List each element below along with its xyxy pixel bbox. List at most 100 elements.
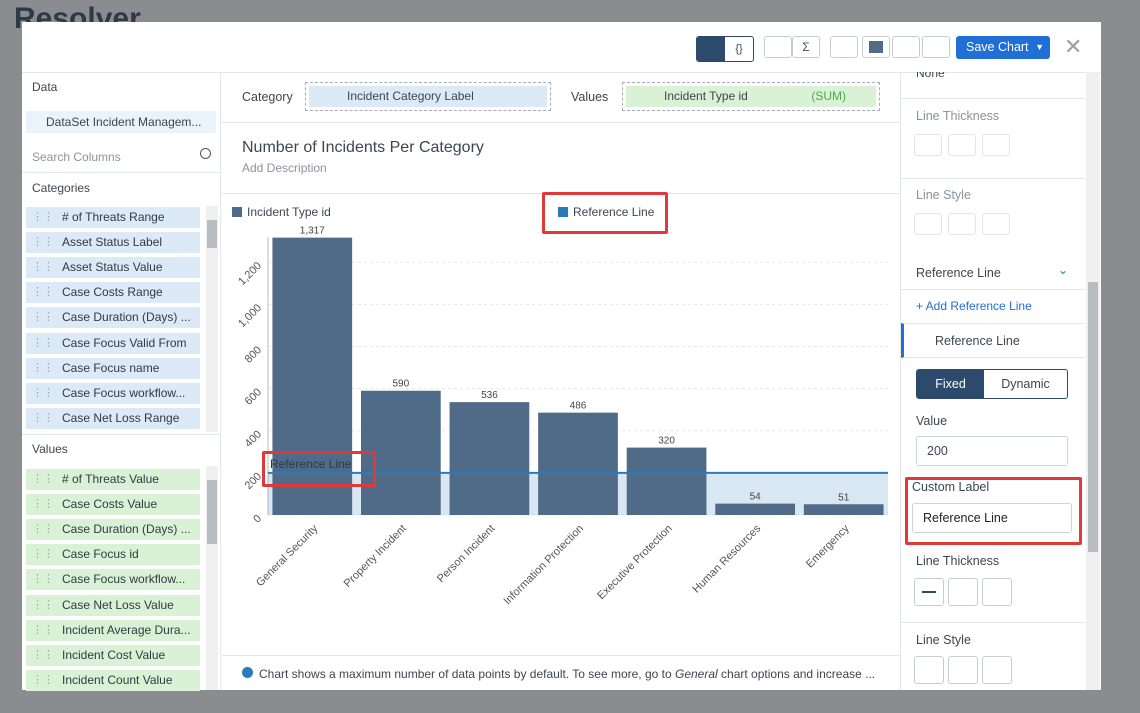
column-item[interactable]: ⋮⋮ # of Threats Range [26, 207, 200, 228]
mode-toggle[interactable]: {} [696, 36, 754, 62]
legend-label: Reference Line [573, 205, 655, 219]
column-item[interactable]: ⋮⋮ Case Duration (Days) ... [26, 307, 200, 329]
ref-item-label: Reference Line [935, 334, 1020, 348]
info-icon [242, 667, 253, 678]
legend-swatch [558, 207, 568, 217]
search-icon [200, 148, 211, 159]
dropdown-value: None [916, 72, 945, 80]
x-tick-label: Information Protection [502, 523, 587, 608]
column-item[interactable]: ⋮⋮ Case Net Loss Range [26, 407, 200, 429]
value-label: 51 [838, 492, 850, 503]
y-tick-label: 0 [251, 513, 264, 526]
column-item[interactable]: ⋮⋮ # of Threats Value [26, 469, 200, 490]
tool-button[interactable] [830, 36, 858, 58]
bar [449, 402, 530, 515]
column-name: Case Focus id [62, 547, 139, 562]
scrollbar[interactable] [1086, 72, 1100, 690]
ref-heading[interactable]: Reference Line [916, 266, 1001, 280]
tool-button[interactable]: Σ [792, 36, 820, 58]
x-tick-label: Human Resources [690, 522, 763, 595]
column-item[interactable]: ⋮⋮ Case Focus name [26, 357, 200, 379]
value-input[interactable]: 200 [916, 436, 1068, 466]
style-option[interactable] [982, 213, 1010, 235]
dropdown[interactable]: None [916, 72, 1068, 86]
thickness-option[interactable] [948, 578, 978, 606]
column-name: Case Focus workflow... [62, 385, 186, 400]
style-option[interactable] [948, 213, 976, 235]
column-item[interactable]: ⋮⋮ Incident Cost Value [26, 644, 200, 666]
category-label: Category [242, 90, 293, 104]
thickness-option[interactable] [982, 578, 1012, 606]
tool-button[interactable] [922, 36, 950, 58]
dynamic-button[interactable]: Dynamic [1001, 377, 1050, 391]
close-button[interactable]: ✕ [1064, 34, 1083, 59]
value-label: 1,317 [300, 226, 325, 237]
search-input[interactable]: Search Columns [32, 150, 121, 164]
column-name: Incident Average Dura... [62, 622, 191, 637]
bar [272, 237, 353, 515]
chart-title: Number of Incidents Per Category [242, 139, 484, 156]
column-item[interactable]: ⋮⋮ Asset Status Label [26, 232, 200, 254]
style-option[interactable] [914, 213, 942, 235]
column-item[interactable]: ⋮⋮ Case Focus id [26, 544, 200, 566]
y-tick-label: 400 [243, 428, 264, 449]
add-reference-line[interactable]: + Add Reference Line [916, 299, 1032, 313]
section-label: Line Style [916, 633, 971, 647]
y-tick-label: 1,200 [236, 260, 264, 288]
column-item[interactable]: ⋮⋮ Incident Count Value [26, 669, 200, 691]
fixed-button[interactable]: Fixed [917, 370, 984, 398]
column-item[interactable]: ⋮⋮ Case Costs Range [26, 282, 200, 304]
column-name: # of Threats Range [62, 210, 165, 224]
style-option[interactable] [982, 656, 1012, 684]
chart-description[interactable]: Add Description [242, 161, 327, 175]
column-name: Case Duration (Days) ... [62, 522, 191, 537]
tool-button[interactable] [892, 36, 920, 58]
bar [626, 447, 707, 515]
y-tick-label: 1,000 [236, 302, 264, 330]
thickness-option[interactable] [914, 134, 942, 156]
dataset[interactable]: DataSet Incident Managem... [26, 111, 216, 133]
column-name: Asset Status Value [62, 260, 163, 275]
column-item[interactable]: ⋮⋮ Case Duration (Days) ... [26, 519, 200, 541]
tool-button[interactable] [862, 36, 890, 58]
thickness-option[interactable] [914, 578, 944, 606]
values-dropzone[interactable]: Incident Type id (SUM) [622, 82, 880, 111]
value-label: 536 [481, 390, 498, 401]
value-label: 486 [570, 401, 587, 412]
column-item[interactable]: ⋮⋮ Case Focus workflow... [26, 382, 200, 404]
style-option[interactable] [948, 656, 978, 684]
highlight [262, 451, 376, 487]
scrollbar[interactable] [206, 206, 218, 432]
note-link: General [675, 667, 718, 681]
column-item[interactable]: ⋮⋮ Case Focus workflow... [26, 569, 200, 591]
column-name: Asset Status Label [62, 235, 163, 250]
column-item[interactable]: ⋮⋮ Case Costs Value [26, 494, 200, 516]
column-name: Case Net Loss Range [62, 410, 180, 425]
chart: 0 200 400 600 800 1,000 1,200 1,317 General Secu… [232, 205, 888, 608]
style-option[interactable] [914, 656, 944, 684]
reference-label: Reference Line [270, 457, 352, 471]
thickness-option[interactable] [982, 134, 1010, 156]
note-text: Chart shows a maximum number of data poi… [259, 667, 675, 681]
column-name: Case Focus workflow... [62, 572, 186, 587]
save-chart-button[interactable]: Save Chart ▼ [956, 36, 1050, 59]
scrollbar[interactable] [206, 466, 218, 690]
column-item[interactable]: ⋮⋮ Case Focus Valid From [26, 332, 200, 354]
tool-button[interactable] [764, 36, 792, 58]
category-dropzone[interactable]: Incident Category Label [305, 82, 551, 111]
column-item[interactable]: ⋮⋮ Case Net Loss Value [26, 594, 200, 616]
legend-label: Incident Type id [247, 205, 331, 219]
values-field[interactable]: Incident Type id (SUM) [626, 86, 876, 107]
y-tick-label: 800 [243, 344, 264, 365]
column-item[interactable]: ⋮⋮ Incident Average Dura... [26, 619, 200, 641]
category-field[interactable]: Incident Category Label [309, 86, 547, 107]
legend-swatch [232, 207, 242, 217]
bar [538, 412, 618, 515]
ref-item[interactable]: Reference Line [901, 323, 1085, 358]
chevron[interactable]: ⌄ [1058, 263, 1069, 277]
custom-label-input[interactable]: Reference Line [912, 503, 1072, 533]
column-item[interactable]: ⋮⋮ Asset Status Value [26, 257, 200, 279]
column-name: Case Duration (Days) ... [62, 310, 191, 325]
thickness-option[interactable] [948, 134, 976, 156]
